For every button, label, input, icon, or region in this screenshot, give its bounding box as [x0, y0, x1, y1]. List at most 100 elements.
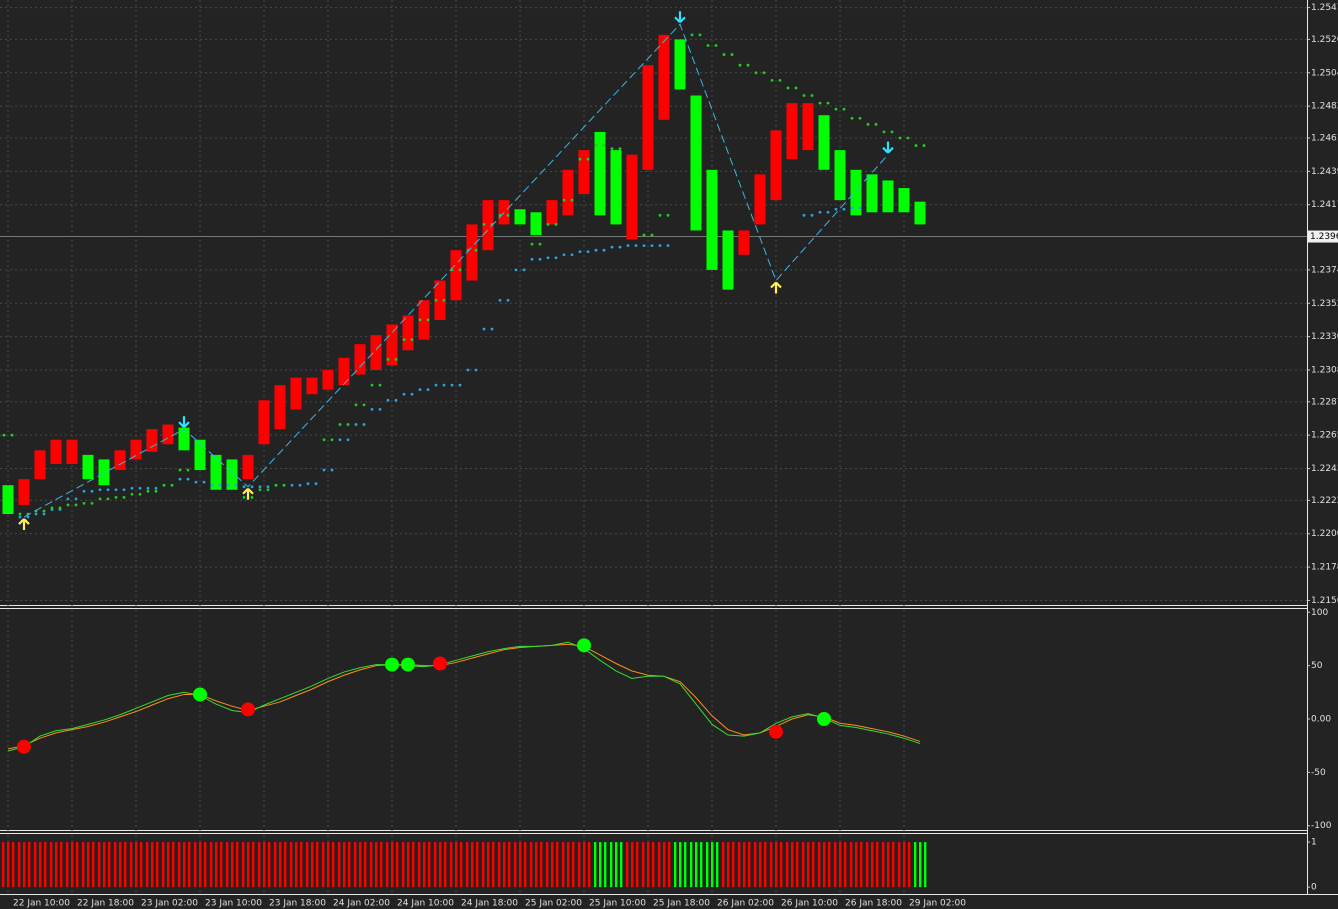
trail-dot — [618, 245, 622, 249]
histogram-bar — [418, 842, 421, 888]
trail-dot — [810, 213, 814, 217]
histogram-bar — [194, 842, 197, 888]
trail-dot — [154, 489, 158, 493]
price-bar — [226, 459, 238, 490]
trail-dot — [554, 256, 558, 260]
trail-dot — [90, 502, 94, 505]
trail-dot — [370, 407, 374, 411]
y-tick-label: 100 — [1311, 608, 1328, 618]
price-bar — [882, 180, 894, 213]
trail-dot — [722, 53, 726, 56]
trail-dot — [666, 244, 670, 248]
price-bar — [690, 95, 702, 231]
histogram-bar — [7, 842, 10, 888]
oscillator-line — [7, 643, 921, 750]
trail-dot — [186, 468, 190, 472]
trail-dot — [322, 438, 326, 442]
histogram-bar — [316, 842, 319, 888]
histogram-bar — [140, 842, 143, 888]
trail-dot — [858, 206, 862, 210]
histogram-bar — [92, 842, 95, 888]
histogram-bar — [583, 842, 586, 888]
histogram-bar — [562, 842, 565, 888]
histogram-bar — [71, 842, 74, 888]
histogram-bar — [844, 842, 847, 888]
x-tick-label: 23 Jan 02:00 — [141, 899, 198, 909]
x-tick-label: 26 Jan 18:00 — [845, 899, 902, 909]
trail-dot — [498, 298, 502, 302]
histogram-bar — [450, 842, 453, 888]
price-bar — [146, 429, 158, 452]
trail-dot — [434, 383, 438, 387]
y-tick-label: 1.2547 — [1311, 3, 1338, 13]
y-tick-label: 1.2526 — [1311, 35, 1338, 45]
trail-dot — [442, 383, 446, 387]
histogram-bar — [327, 842, 330, 888]
trail-dot — [474, 248, 478, 252]
histogram-bar — [674, 842, 677, 888]
price-bar — [914, 201, 926, 225]
histogram-bar — [892, 842, 895, 888]
histogram-bar — [242, 842, 245, 888]
trail-dot — [514, 268, 518, 272]
histogram-bar — [791, 842, 794, 888]
trail-dot — [658, 244, 662, 248]
buy-arrow — [242, 487, 254, 500]
histogram-bar — [887, 842, 890, 888]
trail-dot — [594, 248, 598, 252]
x-tick-label: 24 Jan 02:00 — [333, 899, 390, 909]
histogram-bar — [28, 842, 31, 888]
histogram-bar — [572, 842, 575, 888]
histogram-bar — [732, 842, 735, 888]
trail-dot — [490, 327, 494, 331]
histogram-bar — [828, 842, 831, 888]
trail-dot — [538, 242, 542, 246]
trail-dot — [386, 357, 390, 361]
trail-dot — [562, 198, 566, 202]
trail-dot — [354, 423, 358, 426]
trail-dot — [226, 483, 230, 487]
price-bar — [866, 174, 878, 213]
trail-dot — [378, 383, 382, 387]
trail-dot — [506, 298, 510, 302]
y-tick-label: 1.2308 — [1311, 365, 1338, 375]
trail-dot — [546, 256, 550, 260]
trail-dot — [322, 468, 326, 472]
trail-dot — [178, 477, 182, 481]
trail-dot — [666, 213, 670, 217]
histogram-bar — [663, 842, 666, 888]
histogram-bar — [236, 842, 239, 888]
histogram-bar — [391, 842, 394, 888]
trail-dot — [418, 318, 422, 322]
histogram-bar — [556, 842, 559, 888]
histogram-bar — [919, 842, 922, 888]
trail-dot — [602, 248, 606, 252]
y-tick-label: -100 — [1311, 821, 1332, 831]
trail-dot — [562, 253, 566, 257]
trail-dot — [330, 438, 334, 442]
histogram-bar — [722, 842, 725, 888]
price-bar — [754, 174, 766, 225]
histogram-bar — [482, 842, 485, 888]
trail-dot — [842, 107, 846, 111]
histogram-bar — [151, 842, 154, 888]
trail-dot — [826, 210, 830, 214]
histogram-bar — [530, 842, 533, 888]
trail-dot — [458, 383, 462, 387]
histogram-bar — [498, 842, 501, 888]
trail-dot — [2, 433, 6, 437]
histogram-bar — [604, 842, 607, 888]
trail-dot — [466, 368, 470, 372]
histogram-bar — [50, 842, 53, 888]
trail-dot — [450, 383, 454, 387]
y-tick-label: 1.2374 — [1311, 265, 1338, 275]
trail-dot — [218, 483, 222, 487]
trail-dot — [530, 257, 534, 261]
trail-dot — [690, 33, 694, 37]
histogram-bar — [444, 842, 447, 888]
signal-dot — [385, 657, 399, 672]
histogram-bar — [679, 842, 682, 888]
trail-dot — [394, 357, 398, 361]
histogram-bar — [866, 842, 869, 888]
